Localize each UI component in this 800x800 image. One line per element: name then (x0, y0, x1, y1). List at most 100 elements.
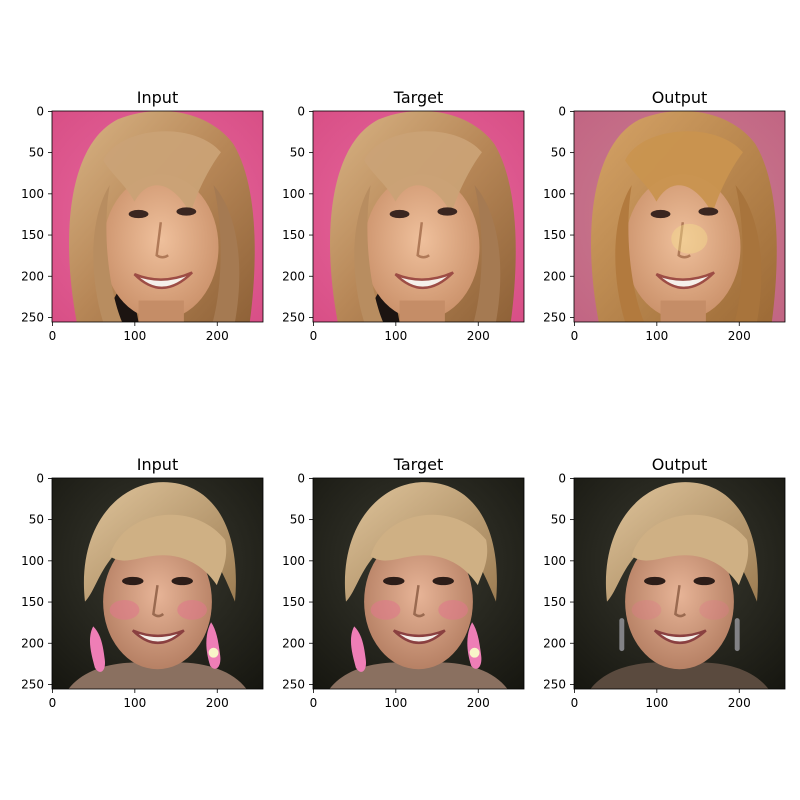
y-tick-label: 100 (543, 554, 566, 568)
face (103, 534, 212, 670)
x-tick-label: 200 (467, 696, 490, 710)
x-tick-label: 200 (206, 696, 229, 710)
nose (413, 584, 426, 618)
y-tick-label: 50 (290, 513, 305, 527)
highlight (671, 223, 708, 254)
y-tick-label: 150 (282, 595, 305, 609)
neck (399, 300, 445, 322)
left-eye (128, 209, 149, 219)
y-tick-label: 100 (282, 187, 305, 201)
face-image (313, 478, 524, 689)
panel-title: Target (393, 455, 444, 474)
hair-strand-right (473, 185, 501, 322)
y-tick-label: 250 (21, 310, 44, 324)
y-tick-label: 0 (558, 471, 566, 485)
smile (653, 629, 707, 644)
bangs (364, 131, 482, 215)
shoulders (68, 662, 247, 689)
y-tick-label: 250 (543, 310, 566, 324)
y-tick-label: 0 (297, 471, 305, 485)
left-eye (650, 209, 671, 219)
panel-4: Input 0 50 100 150 200 250 0 100 200 (21, 455, 264, 710)
axes-frame (51, 477, 264, 690)
panel-2: Target 0 50 100 150 200 250 0 100 200 (282, 88, 525, 343)
right-eye (437, 207, 458, 216)
y-tick-label: 50 (551, 513, 566, 527)
y-tick-label: 200 (543, 269, 566, 283)
x-tick-label: 200 (728, 329, 751, 343)
left-cheek (631, 599, 662, 620)
face (625, 534, 734, 670)
left-cheek (109, 599, 140, 620)
hair-strand-left (615, 185, 645, 322)
nose (677, 222, 691, 259)
right-earring (206, 622, 221, 669)
panel-1: Input 0 50 100 150 200 250 0 100 200 (21, 88, 264, 343)
neck (660, 300, 706, 322)
x-tick-label: 200 (467, 329, 490, 343)
nose (155, 222, 169, 259)
axes-frame (312, 110, 525, 323)
right-earring (734, 618, 740, 652)
x-tick-label: 100 (645, 329, 668, 343)
axes-frame (312, 477, 525, 690)
x-tick-label: 100 (123, 329, 146, 343)
face-image (574, 111, 785, 322)
right-eye (171, 576, 193, 586)
shoulders (329, 662, 508, 689)
x-tick-label: 200 (206, 329, 229, 343)
right-cheek (438, 599, 468, 620)
y-tick-label: 50 (290, 146, 305, 160)
x-tick-label: 100 (384, 696, 407, 710)
y-tick-label: 50 (551, 146, 566, 160)
x-tick-label: 0 (49, 329, 57, 343)
face-image (574, 478, 785, 689)
y-tick-label: 200 (282, 269, 305, 283)
bangs (370, 514, 488, 586)
hair-strand-right (212, 185, 240, 322)
left-earring (619, 618, 625, 652)
right-earring (467, 622, 482, 669)
left-eye (383, 576, 405, 586)
x-tick-label: 200 (728, 696, 751, 710)
smile (394, 271, 454, 289)
hair-strand-left (354, 185, 384, 322)
right-cheek (177, 599, 207, 620)
face (103, 174, 219, 320)
x-tick-label: 100 (384, 329, 407, 343)
x-tick-label: 0 (571, 696, 579, 710)
y-tick-label: 50 (29, 146, 44, 160)
hair (344, 482, 497, 602)
panel-title: Target (393, 88, 444, 107)
y-tick-label: 100 (21, 554, 44, 568)
x-tick-label: 0 (310, 329, 318, 343)
bangs (625, 131, 743, 215)
axes-frame (573, 477, 786, 690)
x-tick-label: 0 (571, 329, 579, 343)
left-eye (389, 209, 410, 219)
face-image (52, 111, 263, 322)
face-image (52, 478, 263, 689)
face (364, 534, 473, 670)
y-tick-label: 0 (36, 104, 44, 118)
left-eye (644, 576, 666, 586)
left-earring (350, 626, 367, 672)
left-eye (122, 576, 144, 586)
y-tick-label: 0 (558, 104, 566, 118)
y-tick-label: 250 (21, 677, 44, 691)
axes-frame (573, 110, 786, 323)
y-tick-label: 100 (543, 187, 566, 201)
shoulders (590, 662, 769, 689)
right-eye (432, 576, 454, 586)
smile (392, 629, 446, 644)
nose (674, 584, 687, 618)
hair (83, 482, 236, 602)
y-tick-label: 0 (36, 471, 44, 485)
y-tick-label: 150 (543, 595, 566, 609)
y-tick-label: 100 (21, 187, 44, 201)
y-tick-label: 200 (282, 636, 305, 650)
face (364, 174, 480, 320)
smile (133, 271, 193, 289)
y-tick-label: 150 (282, 228, 305, 242)
face-image (313, 111, 524, 322)
